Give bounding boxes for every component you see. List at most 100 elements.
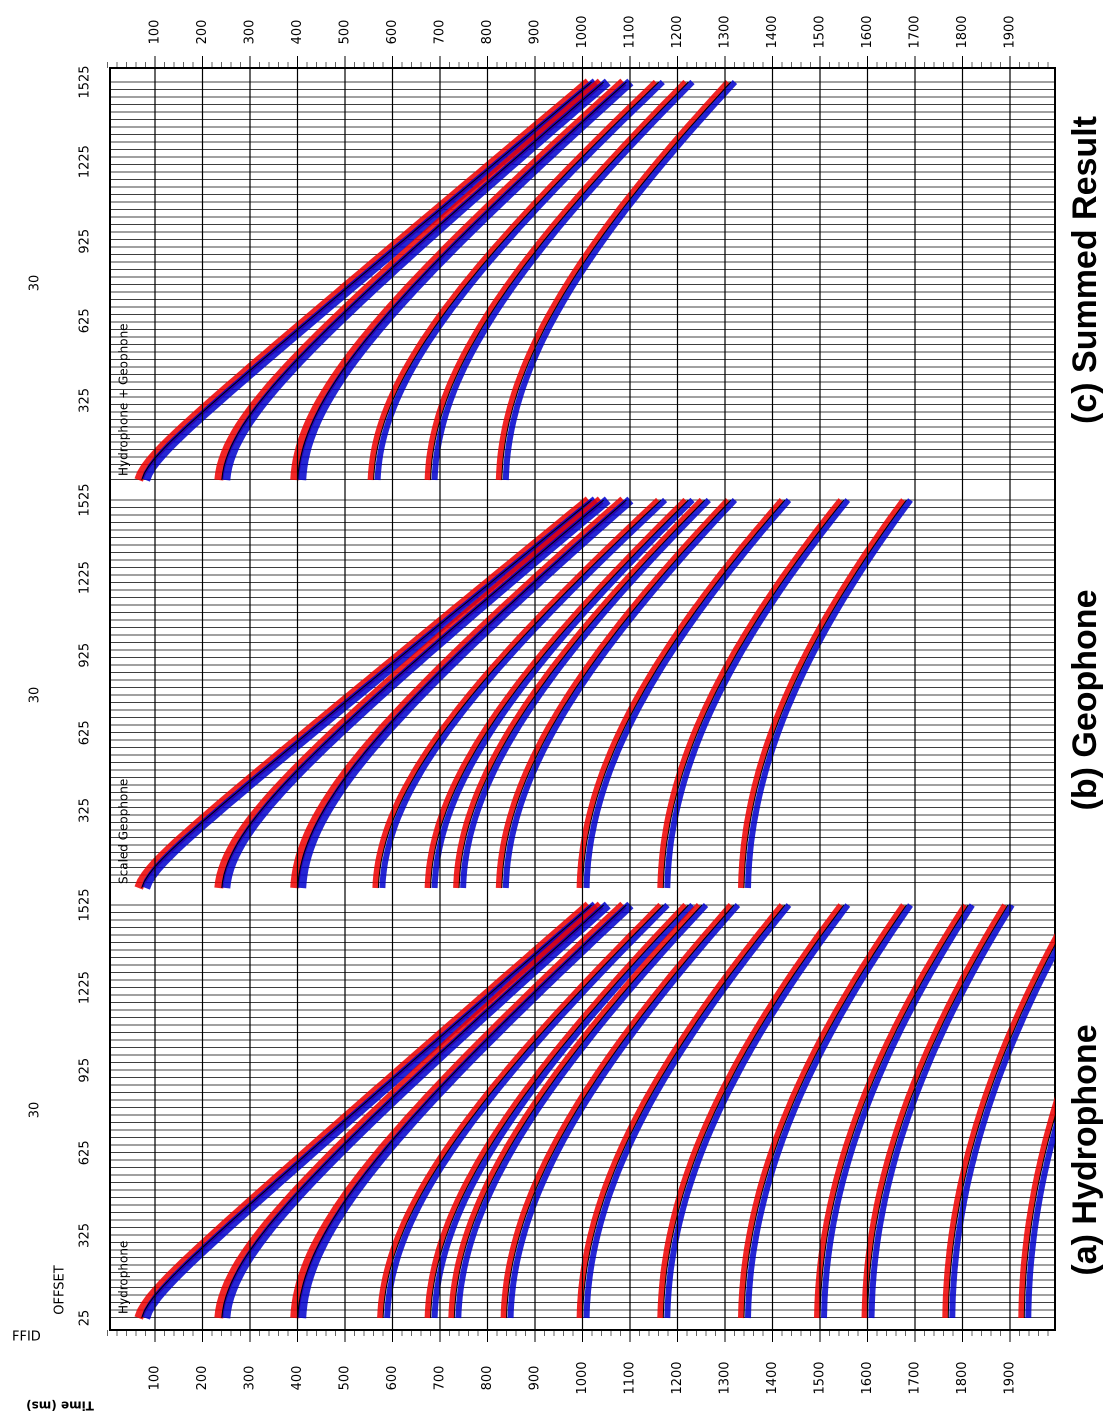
event-red — [448, 902, 702, 1319]
time-tick-label: 800 — [480, 1366, 495, 1391]
ffid-label: 30 — [28, 1102, 43, 1119]
event-wiggle — [662, 499, 845, 889]
time-tick-label: 1800 — [955, 15, 970, 48]
event-blue — [502, 79, 738, 481]
panel-label: Hydrophone + Geophone — [117, 323, 131, 476]
time-tick-label: 900 — [528, 20, 543, 45]
offset-tick-label: 1525 — [78, 65, 93, 98]
event-red — [861, 903, 1008, 1319]
time-tick-label: 500 — [338, 1366, 353, 1391]
panel-label: Scaled Geophone — [117, 779, 131, 884]
event-blue — [141, 78, 599, 482]
panel-label: Hydrophone — [117, 1241, 131, 1314]
event-red — [134, 901, 592, 1320]
time-tick-label: 500 — [338, 20, 353, 45]
event-blue — [431, 497, 695, 889]
event-blue — [379, 497, 668, 889]
event-blue — [297, 901, 634, 1319]
event-wiggle — [501, 499, 732, 889]
offset-tick-label: 625 — [78, 308, 93, 333]
event-wiggle — [141, 81, 592, 481]
event-red — [814, 903, 968, 1319]
event-wiggle — [221, 81, 605, 481]
time-axis-title: Time (ms) — [26, 1399, 94, 1413]
offset-header: OFFSET — [53, 1265, 68, 1314]
event-red — [214, 496, 604, 889]
event-blue — [868, 903, 1015, 1319]
event-red — [576, 903, 785, 1319]
event-blue — [664, 498, 851, 889]
event-wiggle — [743, 499, 907, 889]
time-tick-label: 900 — [528, 1366, 543, 1391]
time-tick-label: 1100 — [623, 15, 638, 48]
event-wiggle — [141, 499, 592, 889]
time-tick-label: 400 — [290, 1366, 305, 1391]
event-wiggle — [819, 904, 969, 1319]
event-blue — [502, 497, 738, 889]
time-tick-label: 1000 — [575, 15, 590, 48]
offset-tick-label: 925 — [78, 229, 93, 254]
offset-tick-label: 25 — [78, 1310, 93, 1327]
offset-tick-label: 1225 — [78, 561, 93, 594]
time-tick-label: 1300 — [718, 15, 733, 48]
panel-caption: (b) Geophone — [1066, 590, 1104, 811]
event-wiggle — [582, 499, 786, 889]
event-red — [738, 498, 906, 889]
event-blue — [221, 78, 611, 481]
event-wiggle — [221, 499, 605, 889]
event-wiggle — [506, 904, 735, 1319]
event-blue — [374, 79, 665, 481]
time-tick-label: 700 — [433, 1366, 448, 1391]
event-wiggle — [297, 499, 627, 889]
time-tick-label: 400 — [290, 20, 305, 45]
event-blue — [583, 903, 792, 1319]
event-red — [495, 497, 731, 889]
time-tick-label: 600 — [385, 20, 400, 45]
event-red — [738, 903, 906, 1319]
event-blue — [384, 902, 670, 1319]
event-blue — [431, 902, 695, 1319]
event-blue — [221, 496, 611, 889]
time-tick-label: 1000 — [575, 1361, 590, 1394]
event-blue — [949, 946, 1055, 1319]
event-wiggle — [297, 81, 627, 481]
offset-tick-label: 1225 — [78, 971, 93, 1004]
event-blue — [221, 901, 611, 1319]
event-blue — [460, 497, 711, 889]
event-blue — [297, 496, 634, 889]
event-wiggle — [867, 904, 1009, 1319]
offset-tick-label: 925 — [78, 643, 93, 668]
event-blue — [664, 903, 851, 1319]
time-tick-label: 1300 — [718, 1361, 733, 1394]
event-blue — [141, 496, 599, 890]
time-tick-label: 200 — [195, 20, 210, 45]
offset-tick-label: 1525 — [78, 888, 93, 921]
event-red — [372, 497, 661, 889]
time-tick-label: 1500 — [813, 15, 828, 48]
event-red — [290, 78, 627, 481]
time-tick-label: 1800 — [955, 1361, 970, 1394]
event-blue — [297, 78, 634, 481]
offset-tick-label: 625 — [78, 1140, 93, 1165]
event-red — [367, 79, 658, 481]
event-red — [453, 497, 704, 889]
event-blue — [141, 901, 599, 1320]
offset-tick-label: 1225 — [78, 145, 93, 178]
event-wiggle — [430, 499, 689, 889]
time-tick-label: 1400 — [765, 1361, 780, 1394]
time-tick-label: 1700 — [908, 15, 923, 48]
time-tick-label: 1600 — [860, 15, 875, 48]
offset-tick-label: 325 — [78, 1223, 93, 1248]
offset-tick-label: 325 — [78, 388, 93, 413]
time-tick-label: 700 — [433, 20, 448, 45]
event-wiggle — [382, 904, 664, 1319]
event-red — [214, 78, 604, 481]
offset-tick-label: 925 — [78, 1058, 93, 1083]
event-red — [290, 901, 627, 1319]
time-tick-label: 200 — [195, 1366, 210, 1391]
event-wiggle — [430, 904, 689, 1319]
event-blue — [821, 903, 975, 1319]
event-red — [424, 79, 688, 481]
